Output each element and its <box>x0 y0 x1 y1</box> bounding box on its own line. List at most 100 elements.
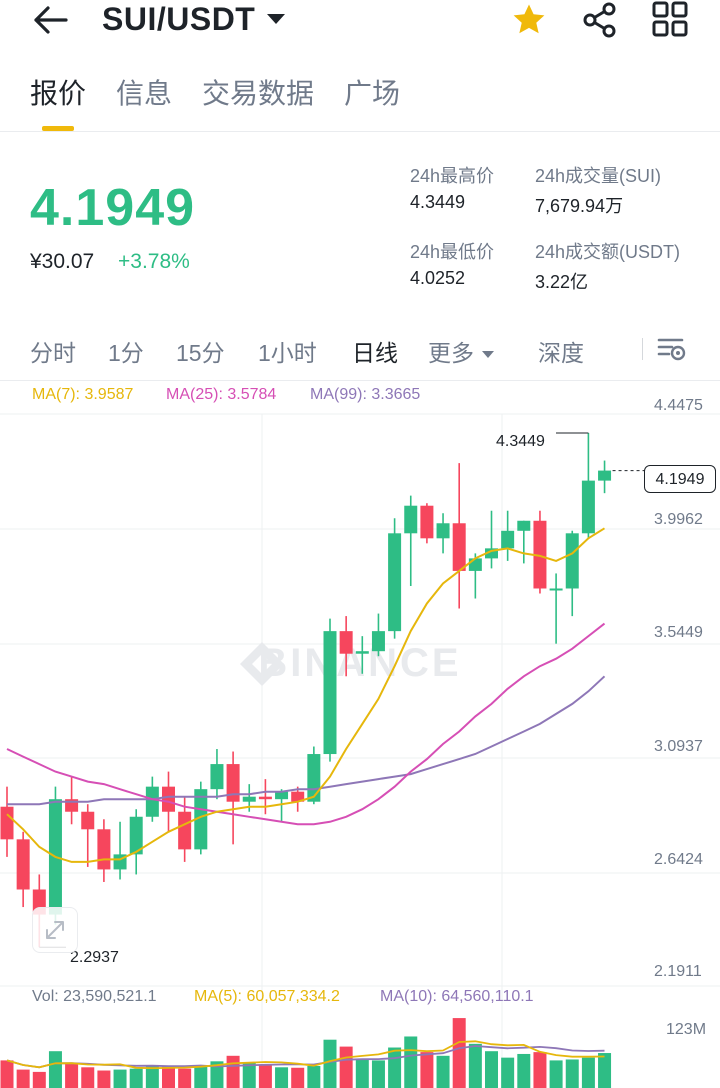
volume-bar <box>452 1018 466 1088</box>
candle-body <box>533 520 547 589</box>
volume-bar <box>226 1055 240 1088</box>
volume-bar <box>549 1060 563 1088</box>
candle-body <box>549 588 563 591</box>
volume-bar <box>436 1055 450 1088</box>
candle-body <box>194 789 208 850</box>
y-axis-label: 3.5449 <box>654 624 703 641</box>
divider <box>0 380 720 381</box>
volume-bar <box>339 1046 353 1088</box>
volume-bar <box>0 1060 14 1088</box>
turnover-value: 3.22亿 <box>535 272 589 292</box>
candle-body <box>226 764 240 802</box>
top-bar: SUI/USDT <box>0 0 720 60</box>
last-price: 4.1949 <box>30 179 196 237</box>
volume-bar <box>129 1068 143 1088</box>
candle-body <box>145 786 159 817</box>
volume-bar <box>48 1051 62 1088</box>
volume-bar <box>517 1053 531 1088</box>
fullscreen-button[interactable] <box>32 907 78 953</box>
tab-daily[interactable]: 日线 <box>352 340 398 366</box>
tab-quote[interactable]: 报价 <box>30 78 87 109</box>
candle-body <box>452 523 466 571</box>
share-icon[interactable] <box>580 1 620 39</box>
high-value: 4.3449 <box>410 192 466 212</box>
tab-more-label: 更多 <box>428 340 474 366</box>
tab-square[interactable]: 广场 <box>344 78 401 109</box>
volume-bar <box>323 1039 337 1088</box>
volume-axis-label: 123M <box>666 1021 707 1038</box>
candle-body <box>420 505 434 539</box>
candle-body <box>436 523 450 539</box>
candle-body <box>339 631 353 654</box>
candle-body <box>16 839 30 890</box>
y-axis-label: 4.4475 <box>654 397 703 414</box>
volume-bar <box>113 1069 127 1088</box>
candle-body <box>565 533 579 589</box>
volume-bar <box>581 1057 595 1088</box>
candle-body <box>178 811 192 850</box>
volume-bar <box>371 1060 385 1088</box>
candle-body <box>468 558 482 571</box>
candle-body <box>581 480 595 534</box>
tab-more[interactable]: 更多 <box>428 334 494 368</box>
y-axis-label: 2.1911 <box>654 963 702 980</box>
volume-bar <box>178 1068 192 1088</box>
volume-bar <box>65 1062 79 1088</box>
high-label: 24h最高价 <box>410 166 495 186</box>
volume-bar <box>533 1052 547 1088</box>
candle-body <box>307 754 321 802</box>
volume-bar <box>355 1059 369 1088</box>
tab-time[interactable]: 分时 <box>30 340 76 366</box>
volume-bar <box>565 1059 579 1088</box>
volume-ma10-legend: MA(10): 64,560,110.1 <box>380 988 534 1005</box>
volume-bar <box>194 1065 208 1088</box>
candle-body <box>323 631 337 755</box>
low-price-marker: 2.2937 <box>70 949 119 966</box>
watermark: BINANCE <box>258 641 461 685</box>
candle-body <box>517 520 531 531</box>
volume-bar <box>388 1047 402 1088</box>
price-cny: ¥30.07 <box>30 250 95 273</box>
candle-body <box>258 796 272 800</box>
tab-15min[interactable]: 15分 <box>176 340 225 366</box>
candle-body <box>81 811 95 830</box>
candle-body <box>275 791 289 800</box>
candle-body <box>210 764 224 790</box>
tab-1min[interactable]: 1分 <box>108 340 144 366</box>
low-value: 4.0252 <box>410 268 466 288</box>
ma25-line <box>6 622 606 826</box>
pair-selector[interactable]: SUI/USDT <box>102 0 286 38</box>
caret-down-icon <box>267 14 286 24</box>
candlestick-chart[interactable]: BINANCE <box>0 380 720 1088</box>
current-price-marker: 4.1949 <box>644 465 716 493</box>
tab-depth[interactable]: 深度 <box>538 340 584 366</box>
ma7-line <box>6 527 606 863</box>
candle-body <box>598 470 612 481</box>
pair-name: SUI/USDT <box>102 1 256 37</box>
volume-bar <box>145 1065 159 1088</box>
price-change: +3.78% <box>118 250 190 273</box>
active-tab-indicator <box>42 126 74 131</box>
volume-bar <box>32 1071 46 1088</box>
candle-body <box>0 806 14 840</box>
high-price-marker: 4.3449 <box>496 433 545 450</box>
ma25-legend: MA(25): 3.5784 <box>166 386 277 403</box>
candle-body <box>291 791 305 802</box>
divider <box>642 338 643 360</box>
tab-info[interactable]: 信息 <box>116 78 173 109</box>
candle-body <box>371 631 385 652</box>
tab-1hour[interactable]: 1小时 <box>258 340 317 366</box>
indicator-settings-icon[interactable] <box>656 334 688 364</box>
favorite-star-icon[interactable] <box>510 1 548 39</box>
volume-bar <box>420 1052 434 1088</box>
volume-bar <box>468 1043 482 1088</box>
candle-body <box>485 548 498 559</box>
candle-body <box>242 796 256 802</box>
grid-menu-icon[interactable] <box>652 1 688 37</box>
volume-bar <box>307 1065 321 1088</box>
candle-body <box>162 786 175 812</box>
volume-bar <box>81 1067 95 1088</box>
back-arrow-icon[interactable] <box>28 4 72 36</box>
tab-trading-data[interactable]: 交易数据 <box>202 78 315 109</box>
candle-body <box>501 530 515 549</box>
